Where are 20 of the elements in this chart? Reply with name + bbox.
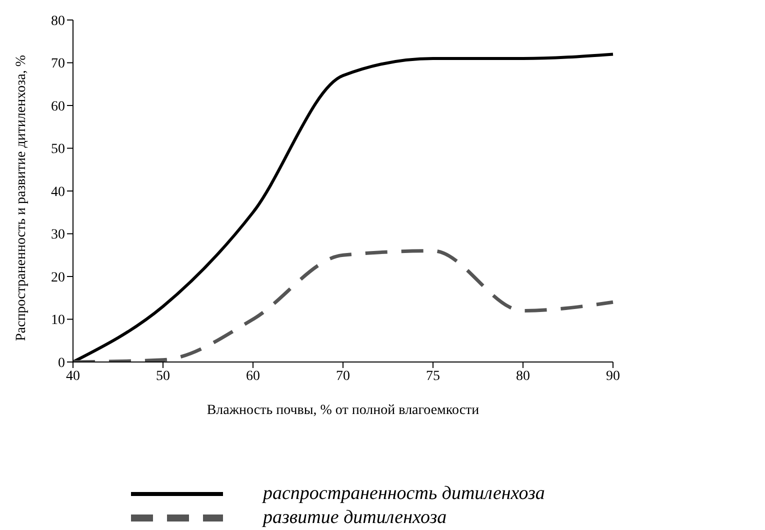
- y-tick-label: 70: [51, 56, 65, 72]
- x-tick-label: 90: [606, 368, 620, 384]
- x-tick-label: 40: [66, 368, 80, 384]
- y-tick-label: 0: [58, 356, 65, 371]
- y-tick-label: 20: [51, 270, 65, 286]
- y-tick-label: 60: [51, 99, 65, 114]
- y-tick-label: 80: [51, 14, 65, 29]
- y-tick-label: 50: [51, 142, 65, 158]
- legend-label: распространенность дитиленхоза: [263, 483, 546, 505]
- x-tick-label: 80: [516, 368, 530, 384]
- x-tick-label: 70: [336, 368, 350, 384]
- x-tick-label: 75: [426, 368, 440, 384]
- x-tick-label: 50: [156, 368, 170, 384]
- y-tick-label: 40: [51, 184, 65, 200]
- y-tick-label: 30: [51, 228, 65, 243]
- y-tick-label: 10: [51, 313, 65, 328]
- x-axis-title: Влажность почвы, % от полной влагоемкости: [206, 403, 480, 418]
- x-tick-label: 60: [246, 368, 260, 384]
- y-axis-title: Распространенность и развитие дитиленхоза, %: [14, 54, 29, 341]
- legend-label: развитие дитиленхоза: [263, 507, 448, 529]
